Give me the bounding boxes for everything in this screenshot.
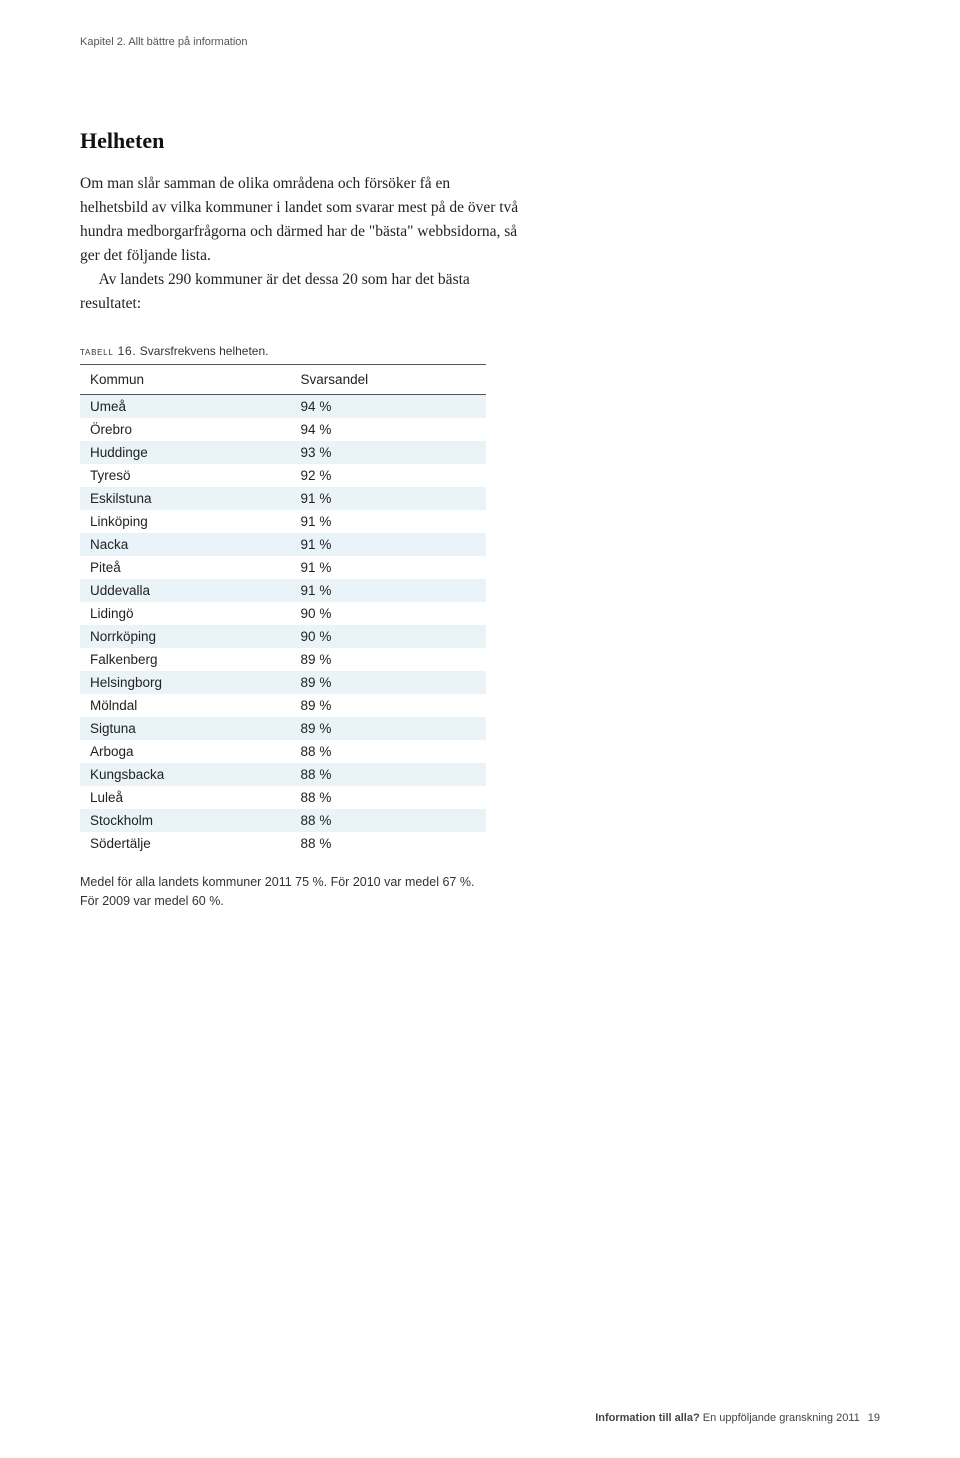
table-row: Falkenberg89 % xyxy=(80,648,486,671)
table-header-cell: Kommun xyxy=(80,365,291,395)
table-row: Nacka91 % xyxy=(80,533,486,556)
table-header-cell: Svarsandel xyxy=(291,365,486,395)
table-cell: Falkenberg xyxy=(80,648,291,671)
table-row: Tyresö92 % xyxy=(80,464,486,487)
table-cell: 88 % xyxy=(291,786,486,809)
table-cell: Örebro xyxy=(80,418,291,441)
table-cell: 88 % xyxy=(291,832,486,855)
table-cell: 91 % xyxy=(291,533,486,556)
table-cell: Umeå xyxy=(80,395,291,419)
table-cell: 88 % xyxy=(291,740,486,763)
table-row: Linköping91 % xyxy=(80,510,486,533)
table-cell: 91 % xyxy=(291,579,486,602)
table-footnote: Medel för alla landets kommuner 2011 75 … xyxy=(80,873,486,911)
table-row: Kungsbacka88 % xyxy=(80,763,486,786)
table-caption-text: Svarsfrekvens helheten. xyxy=(136,344,268,358)
section-title: Helheten xyxy=(80,128,520,154)
table-row: Norrköping90 % xyxy=(80,625,486,648)
table-cell: 94 % xyxy=(291,418,486,441)
table-cell: 91 % xyxy=(291,556,486,579)
table-cell: 92 % xyxy=(291,464,486,487)
table-row: Lidingö90 % xyxy=(80,602,486,625)
table-cell: 89 % xyxy=(291,648,486,671)
table-row: Piteå91 % xyxy=(80,556,486,579)
table-row: Stockholm88 % xyxy=(80,809,486,832)
table-row: Helsingborg89 % xyxy=(80,671,486,694)
table-row: Örebro94 % xyxy=(80,418,486,441)
table-cell: Luleå xyxy=(80,786,291,809)
table-cell: 88 % xyxy=(291,809,486,832)
page-number: 19 xyxy=(868,1412,880,1424)
main-content: Helheten Om man slår samman de olika omr… xyxy=(80,128,520,911)
table-cell: 89 % xyxy=(291,717,486,740)
table-row: Mölndal89 % xyxy=(80,694,486,717)
table-cell: 89 % xyxy=(291,694,486,717)
table-cell: 88 % xyxy=(291,763,486,786)
table-cell: Piteå xyxy=(80,556,291,579)
table-cell: Lidingö xyxy=(80,602,291,625)
table-cell: Huddinge xyxy=(80,441,291,464)
table-row: Södertälje88 % xyxy=(80,832,486,855)
table-cell: 89 % xyxy=(291,671,486,694)
table-cell: 90 % xyxy=(291,602,486,625)
table-cell: Kungsbacka xyxy=(80,763,291,786)
table-cell: 93 % xyxy=(291,441,486,464)
table-cell: Nacka xyxy=(80,533,291,556)
table-cell: Södertälje xyxy=(80,832,291,855)
table-row: Luleå88 % xyxy=(80,786,486,809)
page: Kapitel 2. Allt bättre på information He… xyxy=(0,0,960,1458)
table-body: Umeå94 %Örebro94 %Huddinge93 %Tyresö92 %… xyxy=(80,395,486,856)
table-row: Uddevalla91 % xyxy=(80,579,486,602)
table-cell: 91 % xyxy=(291,487,486,510)
body-paragraph: Om man slår samman de olika områdena och… xyxy=(80,172,520,268)
table-cell: Sigtuna xyxy=(80,717,291,740)
table-cell: Stockholm xyxy=(80,809,291,832)
body-paragraph: Av landets 290 kommuner är det dessa 20 … xyxy=(80,268,520,316)
table-cell: Helsingborg xyxy=(80,671,291,694)
table-cell: Norrköping xyxy=(80,625,291,648)
table-row: Eskilstuna91 % xyxy=(80,487,486,510)
data-table: Kommun Svarsandel Umeå94 %Örebro94 %Hudd… xyxy=(80,364,486,855)
table-caption: TABELL 16. Svarsfrekvens helheten. xyxy=(80,344,520,358)
table-cell: Mölndal xyxy=(80,694,291,717)
table-row: Huddinge93 % xyxy=(80,441,486,464)
table-row: Sigtuna89 % xyxy=(80,717,486,740)
running-head: Kapitel 2. Allt bättre på information xyxy=(80,36,880,48)
table-row: Arboga88 % xyxy=(80,740,486,763)
table-cell: 94 % xyxy=(291,395,486,419)
table-header-row: Kommun Svarsandel xyxy=(80,365,486,395)
table-cell: 91 % xyxy=(291,510,486,533)
footer-title: Information till alla? xyxy=(595,1412,700,1424)
table-cell: Arboga xyxy=(80,740,291,763)
page-footer: Information till alla? En uppföljande gr… xyxy=(595,1412,880,1424)
table-cell: Uddevalla xyxy=(80,579,291,602)
footer-subtitle: En uppföljande granskning 2011 xyxy=(700,1412,860,1424)
table-cell: 90 % xyxy=(291,625,486,648)
table-cell: Linköping xyxy=(80,510,291,533)
table-cell: Tyresö xyxy=(80,464,291,487)
table-cell: Eskilstuna xyxy=(80,487,291,510)
table-row: Umeå94 % xyxy=(80,395,486,419)
table-caption-label: TABELL 16. xyxy=(80,344,136,358)
